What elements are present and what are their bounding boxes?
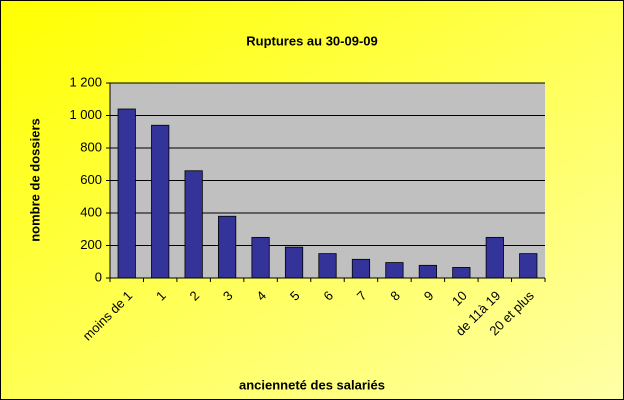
y-tick-label: 400 [80, 204, 102, 219]
x-axis-label: ancienneté des salariés [239, 377, 385, 392]
chart-title: Ruptures au 30-09-09 [246, 33, 378, 48]
bar [452, 267, 471, 279]
bar [418, 264, 437, 279]
bar [251, 236, 270, 279]
y-axis-label: nombre de dossiers [27, 118, 42, 242]
y-tick-label: 600 [80, 172, 102, 187]
y-tick-label: 1 200 [69, 74, 102, 89]
bar [318, 253, 337, 279]
bar [151, 124, 170, 279]
bar [485, 236, 504, 279]
bar [218, 215, 237, 279]
bar [184, 170, 203, 279]
y-tick-label: 200 [80, 237, 102, 252]
y-tick-label: 1 000 [69, 107, 102, 122]
bar [519, 253, 538, 279]
y-tick-label: 0 [95, 269, 102, 284]
bar [117, 108, 136, 279]
bar [385, 262, 404, 279]
y-tick-label: 800 [80, 139, 102, 154]
bar [351, 258, 371, 279]
bar [284, 246, 304, 279]
